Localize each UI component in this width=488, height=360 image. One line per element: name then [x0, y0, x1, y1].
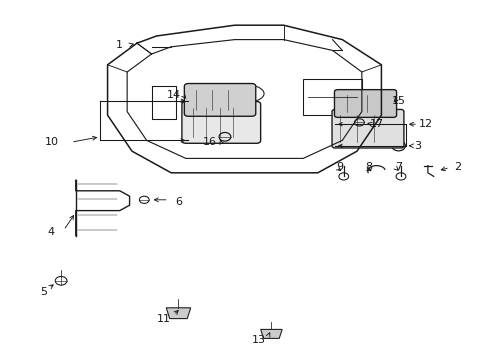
- Text: 7: 7: [394, 162, 401, 172]
- Text: 5: 5: [41, 287, 47, 297]
- Text: 6: 6: [175, 197, 182, 207]
- Text: 17: 17: [369, 119, 383, 129]
- Text: 8: 8: [365, 162, 372, 172]
- Text: 9: 9: [336, 162, 343, 172]
- Text: 11: 11: [157, 314, 170, 324]
- FancyBboxPatch shape: [331, 109, 403, 148]
- Polygon shape: [260, 329, 282, 338]
- Text: 4: 4: [48, 227, 55, 237]
- Text: 3: 3: [414, 141, 421, 151]
- Text: 1: 1: [116, 40, 123, 50]
- Text: 16: 16: [203, 137, 217, 147]
- FancyBboxPatch shape: [184, 84, 255, 116]
- Text: 12: 12: [418, 119, 431, 129]
- Text: 14: 14: [166, 90, 180, 100]
- FancyBboxPatch shape: [334, 90, 396, 117]
- Text: 10: 10: [44, 137, 58, 147]
- FancyBboxPatch shape: [182, 102, 260, 143]
- Text: 2: 2: [453, 162, 460, 172]
- Polygon shape: [166, 308, 190, 319]
- Bar: [303, 79, 361, 115]
- Text: 13: 13: [252, 335, 265, 345]
- Text: 15: 15: [391, 96, 405, 106]
